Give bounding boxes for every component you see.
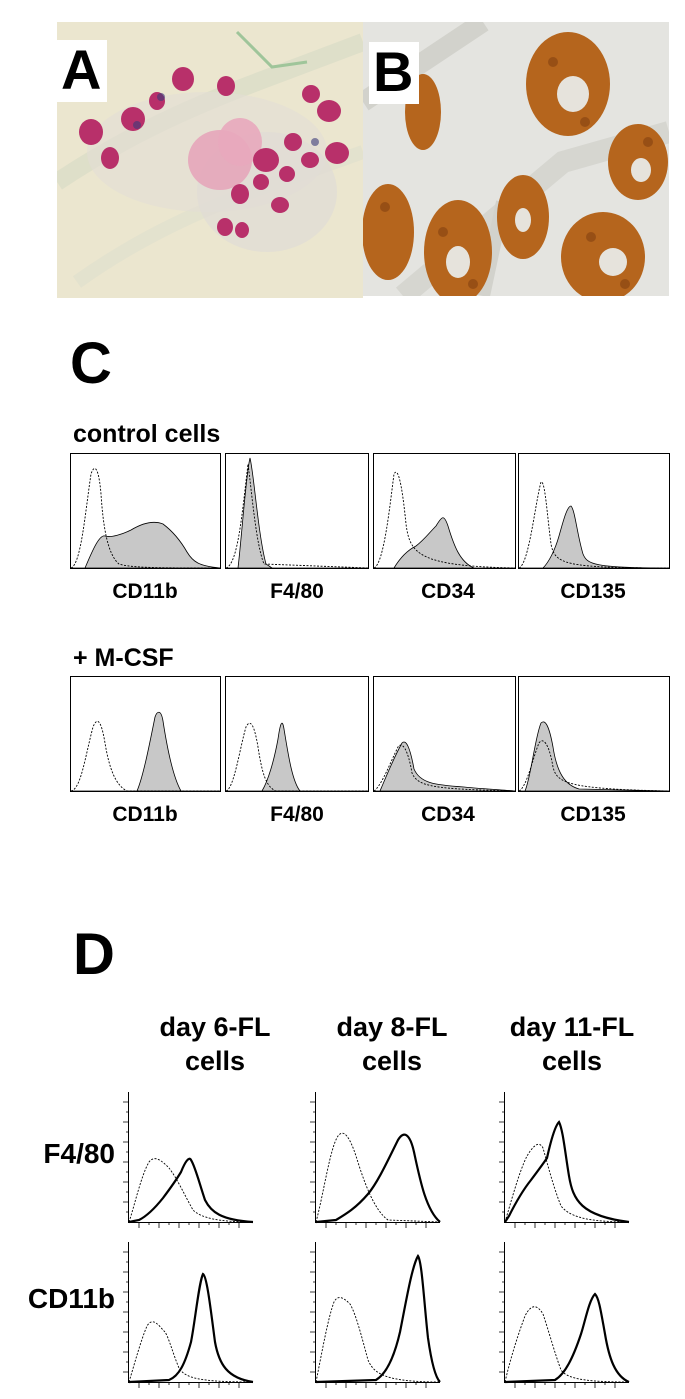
marker-label-mcsf-f4-80: F4/80 <box>270 803 324 826</box>
panel-a-label: A <box>57 40 108 102</box>
row-label-d-f4-80: F4/80 <box>43 1138 115 1169</box>
marker-label-mcsf-cd34: CD34 <box>421 803 475 826</box>
histogram-control-cd11b <box>70 453 221 569</box>
marker-label-control-cd34: CD34 <box>421 580 475 603</box>
row-label-m-csf: + M-CSF <box>73 644 174 672</box>
histogram-mcsf-cd135 <box>518 676 670 792</box>
marker-label-mcsf-cd135: CD135 <box>560 803 626 826</box>
panel-a-micrograph <box>57 22 363 298</box>
column-title-day-8: day 8-FL cells <box>307 1010 477 1078</box>
histogram-control-cd135 <box>518 453 670 569</box>
histogram-mcsf-cd34 <box>373 676 516 792</box>
histogram-control-f4-80 <box>225 453 369 569</box>
histogram-d-cd11b-day6 <box>123 1242 254 1388</box>
row-label-d-cd11b: CD11b <box>27 1283 115 1314</box>
panel-b-label: B <box>369 42 420 104</box>
panel-c-label: C <box>70 331 112 396</box>
histogram-d-f4-80-day8 <box>310 1092 441 1228</box>
histogram-d-cd11b-day11 <box>499 1242 630 1388</box>
column-title-day-11: day 11-FL cells <box>487 1010 657 1078</box>
column-title-day-8-line1: day 8-FL <box>336 1012 448 1042</box>
histogram-d-f4-80-day6 <box>123 1092 254 1228</box>
panel-d-label: D <box>73 922 115 987</box>
histogram-d-cd11b-day8 <box>310 1242 441 1388</box>
row-label-control-cells: control cells <box>73 420 221 448</box>
marker-label-control-cd135: CD135 <box>560 580 626 603</box>
histogram-control-cd34 <box>373 453 516 569</box>
histogram-mcsf-f4-80 <box>225 676 369 792</box>
histogram-mcsf-cd11b <box>70 676 221 792</box>
column-title-day-11-line2: cells <box>541 1046 603 1076</box>
histogram-d-f4-80-day11 <box>499 1092 630 1228</box>
marker-label-mcsf-cd11b: CD11b <box>112 803 178 826</box>
column-title-day-8-line2: cells <box>361 1046 423 1076</box>
marker-label-control-f4-80: F4/80 <box>270 580 324 603</box>
column-title-day-6-line1: day 6-FL <box>159 1012 271 1042</box>
column-title-day-11-line1: day 11-FL <box>509 1012 635 1042</box>
column-title-day-6-line2: cells <box>184 1046 246 1076</box>
column-title-day-6: day 6-FL cells <box>130 1010 300 1078</box>
marker-label-control-cd11b: CD11b <box>112 580 178 603</box>
